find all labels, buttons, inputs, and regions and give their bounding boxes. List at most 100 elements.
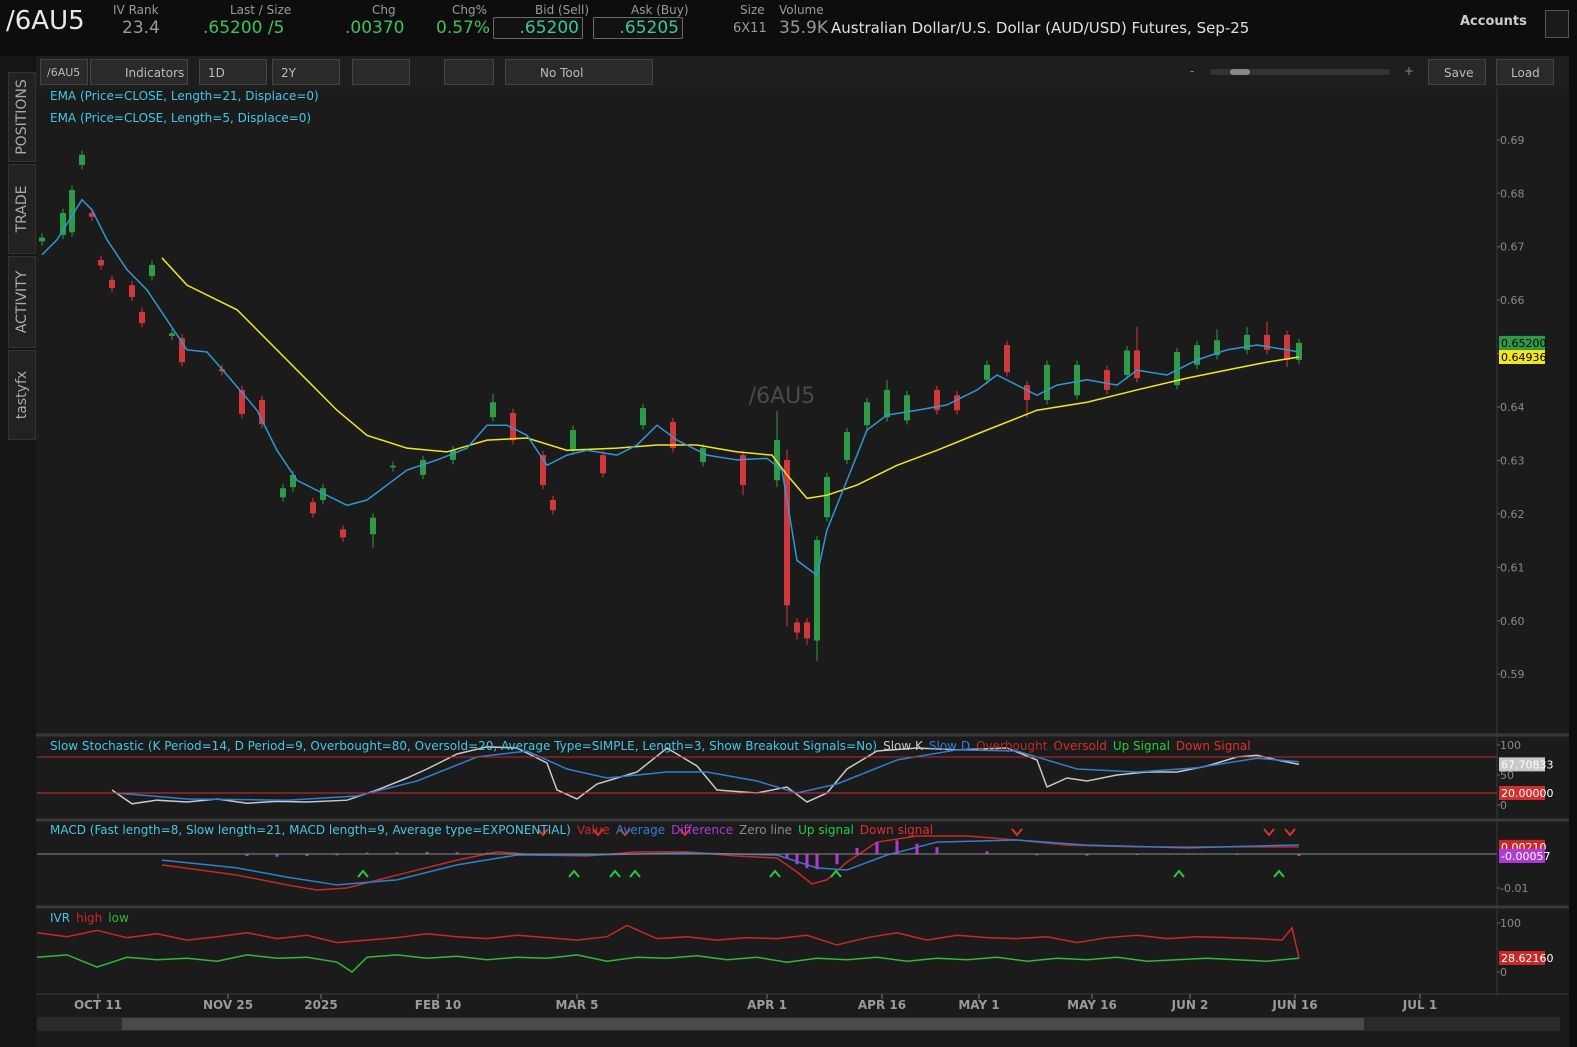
value-label-box [1499, 950, 1545, 965]
value-label: 67.70833 [1501, 758, 1554, 771]
panel-legend: IVR high low [50, 911, 129, 925]
candle-body [550, 500, 556, 511]
indicators-button[interactable]: Indicators [90, 59, 188, 85]
series-line [161, 257, 1300, 500]
candle-body [280, 488, 286, 498]
histogram-bar [455, 852, 459, 854]
legend-entry: Slow K [883, 739, 924, 753]
candle-body [310, 502, 316, 514]
signal-arrow [568, 869, 580, 878]
histogram-bar [245, 853, 249, 857]
value-label-box [1499, 350, 1545, 365]
candle-body [700, 448, 706, 463]
legend-entry: Value [577, 823, 610, 837]
tab-label: TRADE [14, 185, 30, 233]
series-line [41, 198, 1300, 577]
symbol[interactable]: /6AU5 [6, 6, 85, 36]
value-label: 20.00000 [1501, 787, 1554, 800]
y-tick-label: 0.64 [1500, 401, 1525, 414]
sidebar-tab[interactable]: ACTIVITY [8, 256, 36, 348]
candle-body [1174, 351, 1180, 386]
candle-body [804, 622, 810, 639]
save-button[interactable]: Save [1428, 59, 1486, 85]
candle-body [390, 465, 396, 468]
candle-body [844, 432, 850, 460]
histogram-bar [425, 851, 429, 854]
signal-arrow [1011, 828, 1023, 837]
sidebar-tab[interactable]: POSITIONS [8, 72, 36, 162]
candle-body [1194, 345, 1200, 365]
accounts-menu[interactable]: Accounts [1460, 14, 1527, 29]
panel-title: Slow Stochastic (K Period=14, D Period=9… [50, 739, 877, 753]
histogram-bar [1297, 853, 1301, 856]
collapse-button[interactable] [1545, 10, 1569, 38]
panel-legend: MACD (Fast length=8, Slow length=21, MAC… [50, 823, 933, 837]
histogram-bar [915, 843, 919, 854]
x-tick-label: JUN 16 [1271, 998, 1317, 1012]
legend-entry: Oversold [1053, 739, 1106, 753]
x-tick-label: OCT 11 [74, 998, 122, 1012]
candle-body [340, 529, 346, 538]
field-label: IV Rank [113, 3, 159, 17]
y-tick-label: 0 [1500, 966, 1507, 979]
symbol-field[interactable]: /6AU5 [40, 59, 88, 85]
y-tick-label: -0.01 [1500, 882, 1528, 895]
y-tick-label: 50 [1500, 769, 1514, 782]
legend-entry: Up Signal [1113, 739, 1170, 753]
signal-arrow [1273, 869, 1285, 878]
candle-body [39, 237, 45, 242]
range-select[interactable]: 2Y [272, 59, 340, 85]
legend-entry: Slow D [929, 739, 970, 753]
y-tick-label: 100 [1500, 917, 1521, 930]
zoom-out[interactable]: - [1190, 64, 1195, 78]
histogram-bar [805, 853, 809, 869]
x-tick-label: JUN 2 [1171, 998, 1209, 1012]
field-value: 35.9K [779, 18, 828, 38]
candle-body [98, 260, 104, 266]
tab-label: POSITIONS [14, 79, 30, 155]
candle-body [1214, 340, 1220, 356]
zoom-slider[interactable] [1210, 69, 1390, 75]
histogram-bar [875, 842, 879, 854]
candle-body [1004, 345, 1010, 373]
candle-body [179, 338, 185, 363]
watermark: /6AU5 [749, 384, 816, 409]
x-tick-label: FEB 10 [415, 998, 461, 1012]
ask-box[interactable]: .65205 [593, 17, 683, 39]
candle-body [1244, 334, 1250, 350]
value-label-box [1499, 848, 1545, 863]
field-value: 23.4 [122, 18, 160, 38]
candle-body [370, 517, 376, 535]
legend-entry: Zero line [739, 823, 792, 837]
candle-body [600, 455, 606, 474]
legend-entry: Average [616, 823, 665, 837]
candle-body [139, 311, 145, 324]
sidebar-tab[interactable]: tastyfx [8, 350, 36, 440]
sidebar-tab[interactable]: TRADE [8, 164, 36, 254]
candle-body [814, 540, 820, 641]
legend-entry: Overbought [976, 739, 1048, 753]
chart-style-select[interactable] [352, 59, 410, 85]
candle-body [1134, 350, 1140, 379]
y-tick-label: 0.61 [1500, 561, 1525, 574]
zoom-in[interactable]: + [1404, 64, 1415, 78]
load-button[interactable]: Load [1496, 59, 1554, 85]
signal-arrow [769, 869, 781, 878]
scroll-thumb[interactable] [122, 1018, 1364, 1030]
drawing-select[interactable] [444, 59, 494, 85]
candle-body [490, 402, 496, 418]
tool-select[interactable]: No Tool [505, 59, 653, 85]
legend-entry: low [108, 911, 129, 925]
candle-body [934, 389, 940, 411]
y-tick-label: 0.69 [1500, 134, 1525, 147]
bid-box[interactable]: .65200 [493, 17, 583, 39]
candle-body [1264, 334, 1270, 350]
panel-legend: Slow Stochastic (K Period=14, D Period=9… [50, 739, 1251, 753]
y-tick-label: 0 [1500, 799, 1507, 812]
y-tick-label: 0.60 [1500, 615, 1525, 628]
candle-body [450, 450, 456, 460]
aggregation-select[interactable]: 1D [199, 59, 267, 85]
series-line [111, 746, 1300, 805]
candle-body [1044, 364, 1050, 401]
candle-body [290, 474, 296, 488]
